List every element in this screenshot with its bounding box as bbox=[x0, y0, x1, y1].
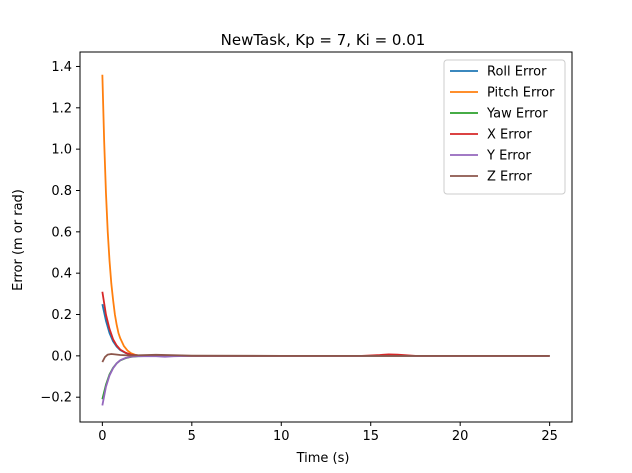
y-tick-label: 1.4 bbox=[51, 60, 72, 75]
legend-label: Roll Error bbox=[487, 65, 547, 80]
series-line-yaw-error bbox=[101, 354, 550, 400]
y-tick-label: 0.4 bbox=[51, 267, 72, 282]
plot-lines bbox=[101, 74, 550, 406]
series-line-z-error bbox=[101, 353, 550, 363]
x-axis-label: Time (s) bbox=[296, 451, 350, 466]
y-tick-label: 0.8 bbox=[51, 184, 72, 199]
y-tick-label: 1.0 bbox=[51, 143, 72, 158]
legend-box bbox=[443, 59, 566, 195]
legend-label: Y Error bbox=[486, 149, 531, 164]
chart-title: NewTask, Kp = 7, Ki = 0.01 bbox=[221, 31, 426, 49]
y-axis-ticks: −0.2 0.0 0.2 0.4 0.6 0.8 1.0 1.2 1.4 bbox=[40, 60, 80, 406]
y-tick-label: 1.2 bbox=[51, 101, 72, 116]
x-tick-label: 10 bbox=[273, 429, 290, 444]
series-line-x-error bbox=[101, 291, 550, 357]
x-tick-label: 0 bbox=[98, 429, 106, 444]
y-tick-label: −0.2 bbox=[40, 391, 72, 406]
y-tick-label: 0.2 bbox=[51, 308, 72, 323]
legend: Roll Error Pitch Error Yaw Error X Error Y E… bbox=[443, 59, 566, 195]
legend-label: Yaw Error bbox=[486, 107, 548, 122]
y-tick-label: 0.6 bbox=[51, 225, 72, 240]
x-tick-label: 5 bbox=[188, 429, 196, 444]
series-line-roll-error bbox=[101, 303, 550, 357]
x-tick-label: 20 bbox=[452, 429, 469, 444]
x-tick-label: 25 bbox=[541, 429, 558, 444]
plot-frame bbox=[79, 51, 573, 423]
legend-label: Z Error bbox=[487, 170, 532, 185]
series-line-y-error bbox=[101, 354, 550, 406]
x-axis-ticks: 0 5 10 15 20 25 bbox=[98, 422, 558, 444]
x-tick-label: 15 bbox=[362, 429, 379, 444]
legend-label: X Error bbox=[487, 128, 532, 143]
legend-label: Pitch Error bbox=[487, 86, 555, 101]
y-tick-label: 0.0 bbox=[51, 349, 72, 364]
y-axis-label: Error (m or rad) bbox=[11, 189, 26, 291]
